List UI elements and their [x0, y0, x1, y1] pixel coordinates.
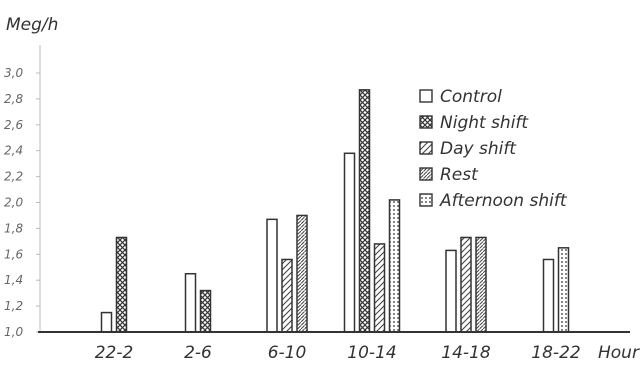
- y-tick-label: 2,0: [4, 196, 23, 210]
- y-tick-label: 1,0: [4, 325, 23, 339]
- bar-night-shift-2-6: [199, 289, 212, 333]
- legend-label-rest: Rest: [440, 165, 479, 185]
- legend-swatch-control: [419, 89, 433, 103]
- y-tick-label: 1,8: [4, 221, 23, 235]
- x-tick-label: 10-14: [347, 343, 396, 363]
- x-axis-label: Hour: [598, 343, 640, 363]
- bar-afternoon-shift-18-22: [557, 247, 570, 333]
- bar-control-22-2: [100, 311, 113, 333]
- legend-swatch-night-shift: [419, 115, 433, 129]
- x-tick-label: 22-2: [95, 343, 134, 363]
- bar-night-shift-10-14: [358, 89, 371, 333]
- bar-afternoon-shift-10-14: [388, 199, 401, 333]
- x-tick-label: 14-18: [441, 343, 491, 363]
- y-tick-label: 3,0: [4, 66, 23, 80]
- y-tick-label: 2,6: [4, 118, 23, 132]
- bar-control-14-18: [445, 249, 457, 333]
- bar-control-6-10: [266, 218, 278, 333]
- y-axis: 1,0 1,2 1,4 1,6 1,8 2,0 2,2 2,4 2,6 2,8 3,0: [4, 45, 41, 339]
- bar-control-18-22: [542, 258, 555, 333]
- legend-label-night-shift: Night shift: [440, 113, 529, 133]
- x-tick-label: 18-22: [531, 343, 580, 363]
- y-axis-label: Meg/h: [6, 15, 58, 35]
- x-axis-tick-labels: 22-2 2-6 6-10 10-14 14-18 18-22: [95, 343, 581, 363]
- x-tick-label: 2-6: [184, 343, 212, 363]
- bar-night-shift-22-2: [115, 236, 128, 333]
- bars: [100, 89, 570, 333]
- bar-control-2-6: [184, 272, 197, 333]
- bar-rest-6-10: [296, 214, 308, 333]
- y-tick-label: 1,4: [4, 273, 23, 287]
- legend-label-day-shift: Day shift: [440, 139, 517, 159]
- y-tick-label: 2,2: [4, 170, 23, 184]
- y-tick-label: 1,2: [4, 299, 23, 313]
- legend-label-afternoon-shift: Afternoon shift: [439, 191, 568, 211]
- bar-control-10-14: [343, 152, 356, 333]
- legend-swatch-rest: [419, 167, 433, 181]
- legend-swatch-day-shift: [419, 141, 433, 155]
- y-tick-label: 2,4: [4, 144, 23, 158]
- bar-day-shift-10-14: [373, 243, 386, 333]
- bar-day-shift-14-18: [460, 236, 472, 333]
- legend-swatch-afternoon-shift: [419, 193, 433, 207]
- x-tick-label: 6-10: [268, 343, 307, 363]
- legend: Control Night shift Day shift Rest Afternoon…: [419, 87, 568, 211]
- legend-label-control: Control: [440, 87, 502, 107]
- y-tick-label: 2,8: [4, 92, 23, 106]
- bar-day-shift-6-10: [281, 258, 293, 333]
- bar-rest-14-18: [475, 236, 487, 333]
- y-tick-label: 1,6: [4, 247, 23, 261]
